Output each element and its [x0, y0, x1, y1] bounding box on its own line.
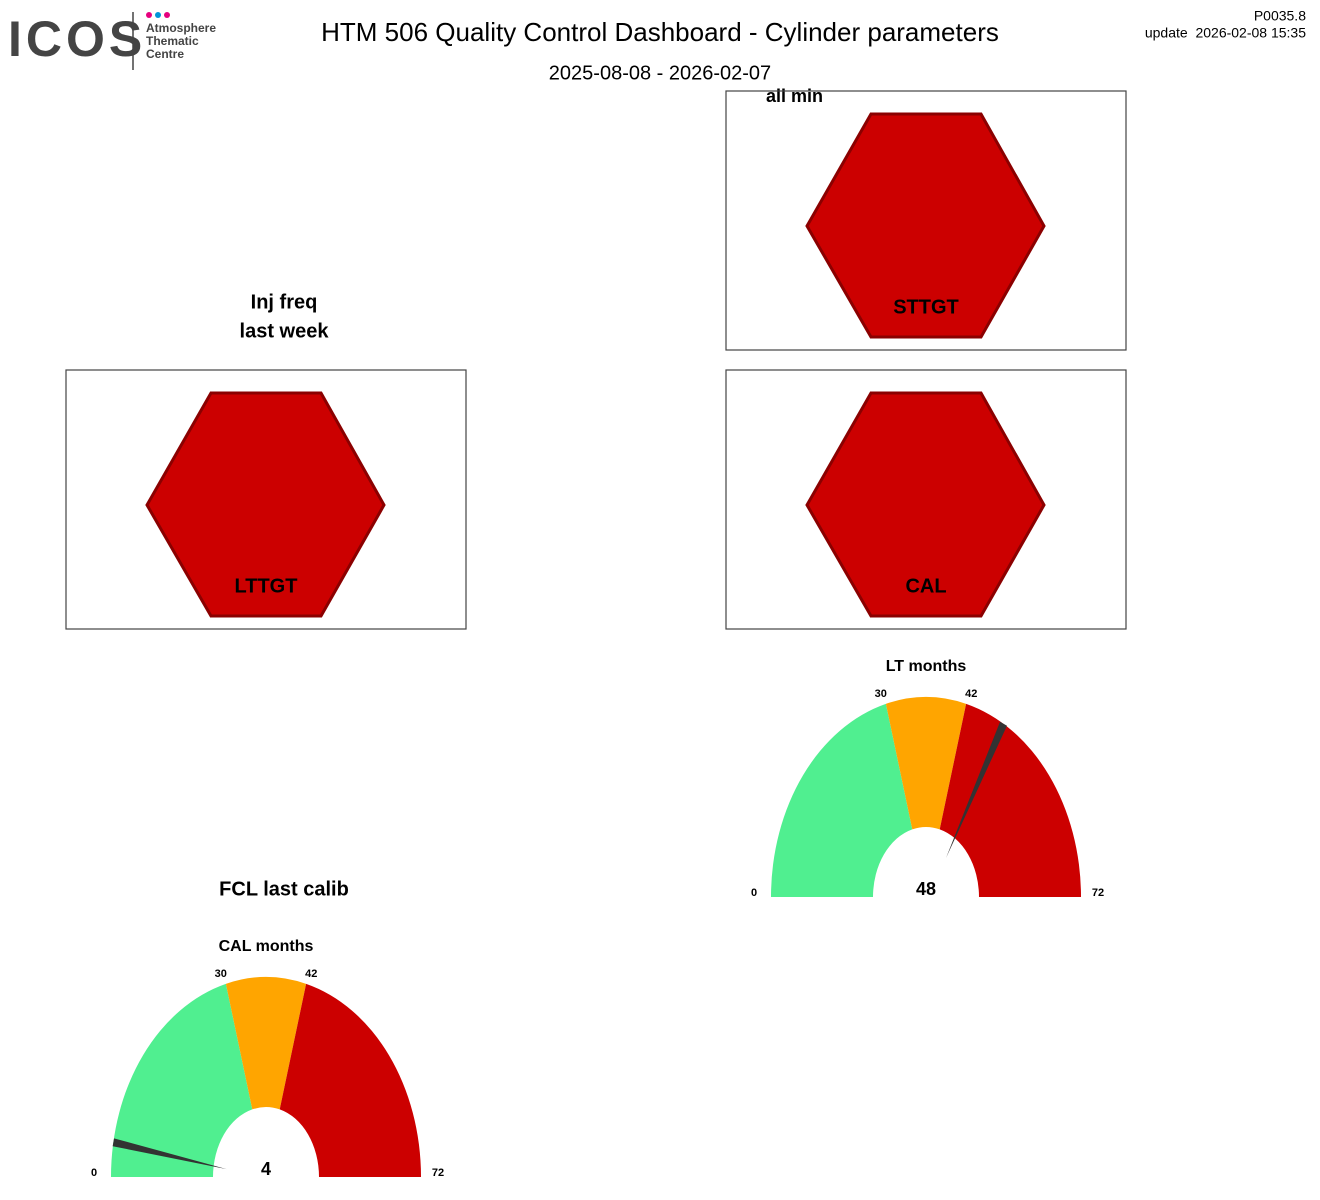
gauge-tick-label: 30 — [215, 968, 227, 980]
logo-dot — [146, 12, 152, 18]
section-title: FCL last calib — [219, 878, 349, 900]
gauge-band — [225, 977, 307, 1110]
panel — [725, 369, 1127, 630]
subtitle: 2025-08-08 - 2026-02-07 — [549, 62, 771, 84]
panel — [65, 369, 467, 630]
gauge-tick-label: 0 — [91, 1167, 97, 1179]
logo-text: Centre — [146, 47, 184, 61]
status-label: CAL — [905, 575, 946, 597]
panel-title: all min — [766, 86, 823, 106]
status-label: STTGT — [893, 296, 959, 318]
logo-text: Atmosphere — [146, 21, 216, 35]
gauge-band — [279, 983, 421, 1177]
logo: ICOS — [8, 11, 146, 67]
logo-dot — [164, 12, 170, 18]
gauge-tick-label: 0 — [751, 887, 757, 899]
gauge-band — [771, 703, 913, 897]
gauge-band — [111, 983, 253, 1177]
update: update 2026-02-08 15:35 — [1145, 25, 1306, 41]
status-hexagon — [805, 112, 1046, 339]
section-title: last week — [240, 320, 330, 342]
logo-text: Thematic — [146, 34, 199, 48]
status-hexagon — [805, 391, 1046, 618]
gauge-tick-label: 42 — [305, 968, 317, 980]
version: P0035.8 — [1254, 8, 1306, 24]
section-title: Inj freq — [251, 291, 318, 313]
gauge-tick-label: 42 — [965, 688, 977, 700]
gauge-band — [885, 697, 967, 830]
gauge-value: 48 — [916, 879, 936, 899]
gauge-title: LT months — [886, 658, 967, 675]
gauge-value: 4 — [261, 1159, 271, 1179]
gauge-title: CAL months — [219, 938, 314, 955]
gauge-needle — [946, 721, 1007, 859]
panel — [725, 90, 1127, 351]
gauge-tick-label: 72 — [1092, 887, 1104, 899]
gauge-needle — [112, 1138, 227, 1170]
gauge-band — [939, 703, 1081, 897]
status-label: LTTGT — [235, 575, 298, 597]
gauge-tick-label: 72 — [432, 1167, 444, 1179]
gauge-tick-label: 30 — [875, 688, 887, 700]
title: HTM 506 Quality Control Dashboard - Cyli… — [321, 17, 999, 47]
logo-dot — [155, 12, 161, 18]
status-hexagon — [145, 391, 386, 618]
